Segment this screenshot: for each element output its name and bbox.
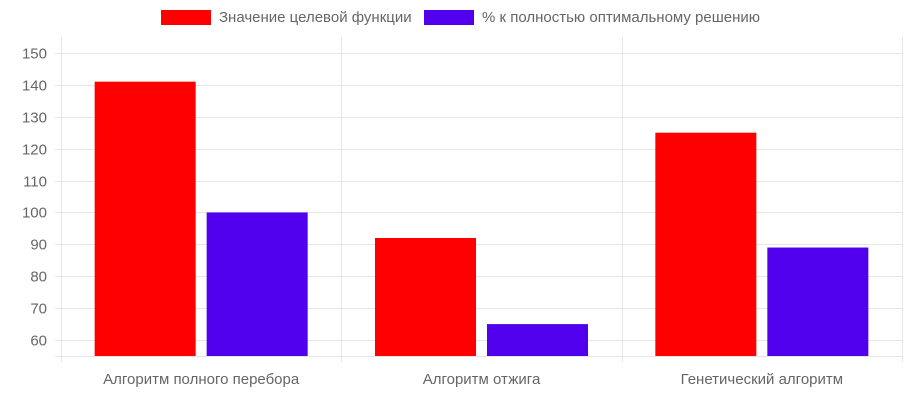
x-tick-label: Генетический алгоритм [681, 371, 843, 388]
y-tick-label: 100 [22, 205, 47, 222]
x-axis: Алгоритм полного перебора Алгоритм отжига… [103, 371, 843, 388]
y-tick-label: 90 [30, 237, 47, 254]
y-tick-label: 120 [22, 142, 47, 159]
legend: Значение целевой функции % к полностью оп… [161, 9, 760, 26]
legend-item[interactable]: Значение целевой функции [161, 9, 412, 26]
y-axis: 60 70 80 90 100 110 120 130 140 150 [22, 46, 47, 350]
y-tick-label: 110 [23, 174, 47, 191]
x-tick-label: Алгоритм полного перебора [103, 371, 300, 388]
bar[interactable] [94, 81, 196, 356]
bar[interactable] [487, 324, 588, 356]
bar[interactable] [655, 132, 757, 356]
y-tick-label: 60 [30, 333, 47, 350]
legend-item[interactable]: % к полностью оптимальному решению [424, 9, 760, 26]
legend-swatch [424, 10, 474, 25]
legend-label: % к полностью оптимальному решению [482, 9, 760, 26]
y-tick-label: 80 [30, 269, 47, 286]
bar[interactable] [206, 212, 308, 356]
bar[interactable] [767, 247, 869, 356]
legend-label: Значение целевой функции [219, 9, 412, 26]
vertical-gridlines [61, 37, 903, 362]
legend-swatch [161, 10, 211, 25]
y-tick-label: 70 [30, 301, 47, 318]
y-tick-label: 130 [22, 110, 47, 127]
horizontal-gridlines [55, 53, 902, 357]
y-tick-label: 140 [22, 78, 47, 95]
bars [94, 81, 869, 356]
x-tick-label: Алгоритм отжига [423, 371, 541, 388]
bar[interactable] [375, 237, 476, 356]
y-tick-label: 150 [22, 46, 47, 63]
